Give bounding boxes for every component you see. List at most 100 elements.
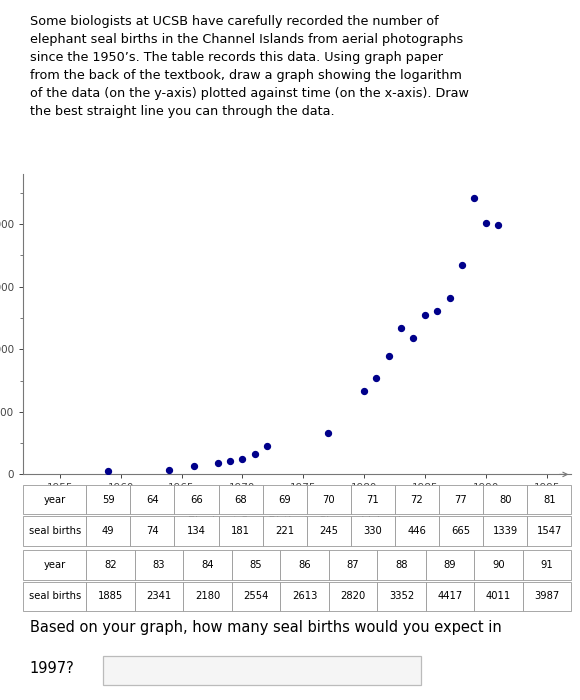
Bar [329, 582, 377, 611]
Text: 2554: 2554 [244, 592, 269, 601]
Text: 49: 49 [102, 526, 115, 536]
Bar [232, 582, 280, 611]
Point [384, 351, 393, 362]
Point [469, 193, 478, 204]
Bar [474, 582, 523, 611]
Bar [135, 550, 183, 580]
Point [238, 454, 247, 465]
Bar [130, 516, 175, 545]
Text: 59: 59 [102, 494, 115, 505]
Point [226, 455, 235, 466]
Text: 80: 80 [499, 494, 512, 505]
Text: Based on your graph, how many seal births would you expect in: Based on your graph, how many seal birth… [30, 620, 502, 635]
Bar [395, 516, 439, 545]
Point [457, 259, 466, 270]
Text: 446: 446 [408, 526, 426, 536]
Text: 2613: 2613 [292, 592, 317, 601]
Text: year: year [44, 560, 66, 570]
Text: 86: 86 [298, 560, 311, 570]
Bar [135, 582, 183, 611]
Bar [86, 485, 130, 514]
Bar [130, 485, 175, 514]
Text: 71: 71 [367, 494, 379, 505]
Point [445, 293, 454, 304]
Bar [280, 582, 329, 611]
Bar [351, 485, 395, 514]
Bar [175, 485, 219, 514]
Bar [439, 516, 483, 545]
Text: 66: 66 [190, 494, 203, 505]
Bar [439, 485, 483, 514]
Text: seal births: seal births [28, 526, 81, 536]
Text: 74: 74 [146, 526, 159, 536]
Point [262, 441, 271, 452]
Text: 4417: 4417 [437, 592, 463, 601]
Text: 330: 330 [364, 526, 382, 536]
Point [189, 461, 198, 472]
Point [494, 219, 503, 230]
Text: year: year [44, 494, 66, 505]
Point [433, 305, 442, 316]
Bar [426, 582, 474, 611]
Text: 181: 181 [231, 526, 250, 536]
Text: 84: 84 [201, 560, 214, 570]
Bar [527, 516, 571, 545]
Text: 221: 221 [275, 526, 294, 536]
Point [104, 466, 113, 477]
Bar [483, 516, 527, 545]
Text: 2341: 2341 [146, 592, 172, 601]
Text: 88: 88 [396, 560, 408, 570]
Bar [183, 582, 232, 611]
Bar [523, 582, 571, 611]
Text: 90: 90 [492, 560, 505, 570]
Bar [280, 550, 329, 580]
Text: 70: 70 [322, 494, 335, 505]
Point [323, 427, 332, 438]
Text: 1339: 1339 [492, 526, 518, 536]
Bar [232, 550, 280, 580]
Bar [219, 516, 263, 545]
Text: 82: 82 [104, 560, 117, 570]
Text: 245: 245 [319, 526, 338, 536]
Point [165, 464, 174, 475]
Text: 81: 81 [543, 494, 556, 505]
Text: seal births: seal births [28, 592, 81, 601]
Bar [329, 550, 377, 580]
Bar [263, 516, 307, 545]
Text: 1997?: 1997? [30, 661, 74, 676]
Bar [523, 550, 571, 580]
Text: 665: 665 [451, 526, 470, 536]
Point [372, 372, 381, 383]
Text: 4011: 4011 [486, 592, 511, 601]
Text: 77: 77 [455, 494, 467, 505]
Point [408, 332, 418, 344]
Bar [263, 485, 307, 514]
Text: 68: 68 [234, 494, 247, 505]
Text: 64: 64 [146, 494, 159, 505]
Bar [474, 550, 523, 580]
Bar [23, 516, 86, 545]
Text: 72: 72 [411, 494, 423, 505]
Text: 69: 69 [278, 494, 291, 505]
Text: 3987: 3987 [534, 592, 560, 601]
Bar [483, 485, 527, 514]
Bar [377, 582, 426, 611]
Point [250, 448, 259, 459]
Bar [307, 516, 351, 545]
Bar [23, 550, 86, 580]
Text: 85: 85 [250, 560, 262, 570]
Point [481, 218, 491, 229]
Text: Elephant Seal Births in Channel Islands: Elephant Seal Births in Channel Islands [188, 517, 407, 526]
Point [213, 458, 223, 469]
Point [396, 322, 405, 333]
Text: 89: 89 [444, 560, 456, 570]
Text: 2820: 2820 [340, 592, 365, 601]
Text: 83: 83 [153, 560, 165, 570]
Bar [426, 550, 474, 580]
Point [420, 309, 430, 320]
Point [360, 385, 369, 396]
Bar [527, 485, 571, 514]
Bar [23, 485, 86, 514]
Text: Some biologists at UCSB have carefully recorded the number of
elephant seal birt: Some biologists at UCSB have carefully r… [30, 15, 469, 118]
Bar [377, 550, 426, 580]
